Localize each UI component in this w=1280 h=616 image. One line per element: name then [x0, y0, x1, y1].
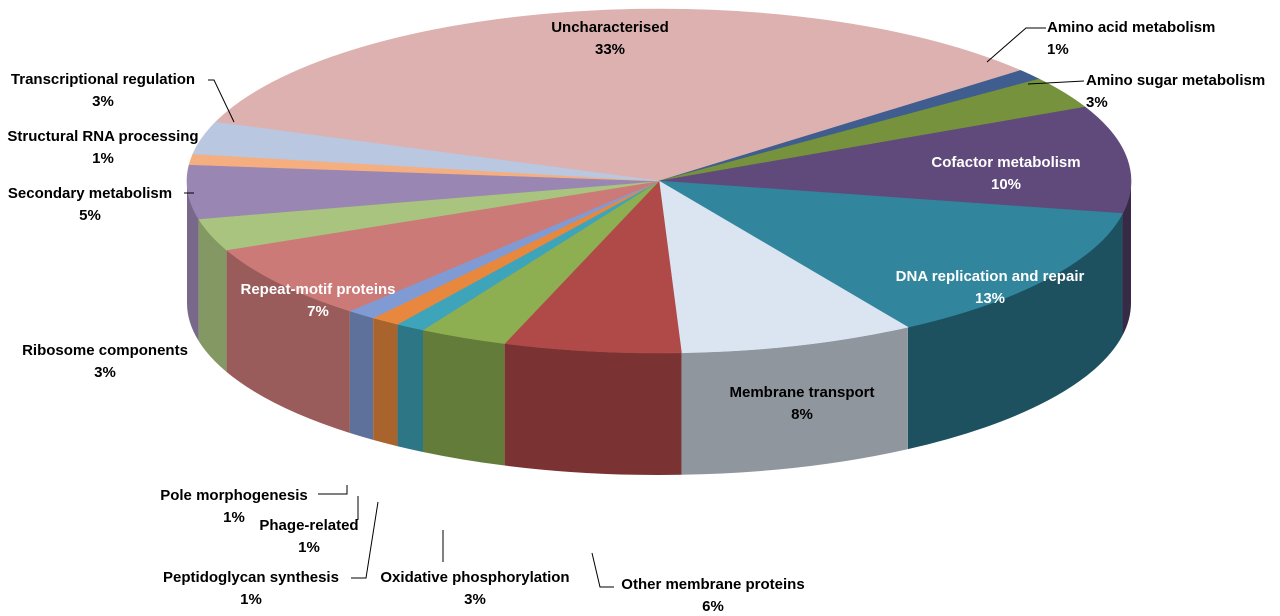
slice-percent: 3% — [464, 591, 486, 608]
slice-side-9 — [373, 317, 398, 447]
slice-percent: 1% — [298, 539, 320, 556]
slice-name: Repeat-motif proteins — [240, 281, 395, 298]
slice-label-oxidative-phosphorylation: Oxidative phosphorylation 3% — [380, 569, 569, 608]
slice-label-secondary-metabolism: Secondary metabolism 5% — [8, 185, 172, 224]
slice-label-peptidoglycan-synthesis: Peptidoglycan synthesis 1% — [163, 569, 339, 608]
leader-line-1 — [986, 27, 1046, 63]
slice-side-12 — [198, 218, 227, 372]
slice-name: Phage-related — [259, 517, 358, 534]
slice-name: Other membrane proteins — [621, 576, 804, 593]
slice-percent: 7% — [307, 303, 329, 320]
slice-other-membrane-proteins — [503, 180, 682, 354]
slice-side-3 — [1122, 181, 1131, 336]
slice-dna-replication-and-repair — [658, 180, 1123, 328]
slice-percent: 1% — [92, 150, 114, 167]
slice-name: Oxidative phosphorylation — [380, 569, 569, 586]
leader-line-10 — [318, 485, 348, 495]
slice-name: Amino sugar metabolism — [1086, 72, 1265, 89]
slice-side-7 — [423, 329, 505, 466]
slice-label-repeat-motif-proteins: Repeat-motif proteins 7% — [240, 281, 395, 320]
slice-name: Pole morphogenesis — [160, 487, 308, 504]
slice-name: Secondary metabolism — [8, 185, 172, 202]
slice-membrane-transport — [658, 180, 909, 354]
slice-percent: 13% — [975, 290, 1005, 307]
slice-percent: 3% — [92, 93, 114, 110]
slice-label-ribosome-components: Ribosome components 3% — [22, 342, 188, 381]
slice-label-structural-rna-processing: Structural RNA processing 1% — [7, 128, 198, 167]
slice-side-4 — [907, 213, 1123, 450]
slice-percent: 6% — [702, 598, 724, 615]
slice-name: Amino acid metabolism — [1047, 19, 1215, 36]
slice-percent: 1% — [240, 591, 262, 608]
slice-label-amino-acid-metabolism: Amino acid metabolism 1% — [1047, 19, 1215, 58]
slice-label-other-membrane-proteins: Other membrane proteins 6% — [621, 576, 804, 615]
slice-name: Ribosome components — [22, 342, 188, 359]
slice-side-6 — [504, 343, 682, 475]
slice-label-dna-replication-and-repair: DNA replication and repair 13% — [896, 268, 1085, 307]
slice-side-13 — [187, 181, 199, 341]
slice-percent: 1% — [1047, 41, 1069, 58]
slice-percent: 5% — [79, 207, 101, 224]
slice-label-pole-morphogenesis: Pole morphogenesis 1% — [160, 487, 308, 526]
slice-label-amino-sugar-metabolism: Amino sugar metabolism 3% — [1086, 72, 1265, 111]
slice-percent: 10% — [991, 176, 1021, 193]
slice-labels: Uncharacterised 33% Amino acid metabolism 1… — [7, 19, 1265, 615]
slice-repeat-motif-proteins — [225, 180, 660, 312]
leader-lines — [184, 27, 1085, 588]
slice-percent: 3% — [1086, 94, 1108, 111]
slice-label-cofactor-metabolism: Cofactor metabolism 10% — [931, 154, 1080, 193]
slice-name: Cofactor metabolism — [931, 154, 1080, 171]
slice-label-phage-related: Phage-related 1% — [259, 517, 358, 556]
slice-percent: 3% — [94, 364, 116, 381]
slice-secondary-metabolism — [186, 164, 660, 220]
slice-percent: 1% — [223, 509, 245, 526]
slice-name: DNA replication and repair — [896, 268, 1085, 285]
slice-transcriptional-regulation — [192, 121, 660, 182]
slice-side-5 — [681, 327, 908, 475]
slice-label-membrane-transport: Membrane transport 8% — [729, 384, 874, 423]
leader-line-2 — [1027, 80, 1085, 85]
slice-name: Transcriptional regulation — [11, 71, 195, 88]
pie-top-faces — [186, 8, 1132, 354]
slice-cofactor-metabolism — [658, 106, 1132, 214]
slice-name: Peptidoglycan synthesis — [163, 569, 339, 586]
slice-name: Membrane transport — [729, 384, 874, 401]
slice-side-10 — [349, 310, 374, 440]
slice-percent: 33% — [595, 41, 625, 58]
leader-line-8 — [351, 501, 379, 579]
slice-label-transcriptional-regulation: Transcriptional regulation 3% — [11, 71, 195, 110]
slice-uncharacterised — [214, 8, 1022, 182]
slice-percent: 8% — [791, 406, 813, 423]
slice-side-8 — [397, 324, 423, 452]
pie-side-walls — [187, 181, 1131, 475]
slice-label-uncharacterised: Uncharacterised 33% — [551, 19, 669, 58]
slice-side-11 — [226, 249, 350, 433]
leader-line-15 — [208, 79, 235, 123]
leader-line-6 — [591, 552, 614, 588]
slice-name: Uncharacterised — [551, 19, 669, 36]
slice-name: Structural RNA processing — [7, 128, 198, 145]
